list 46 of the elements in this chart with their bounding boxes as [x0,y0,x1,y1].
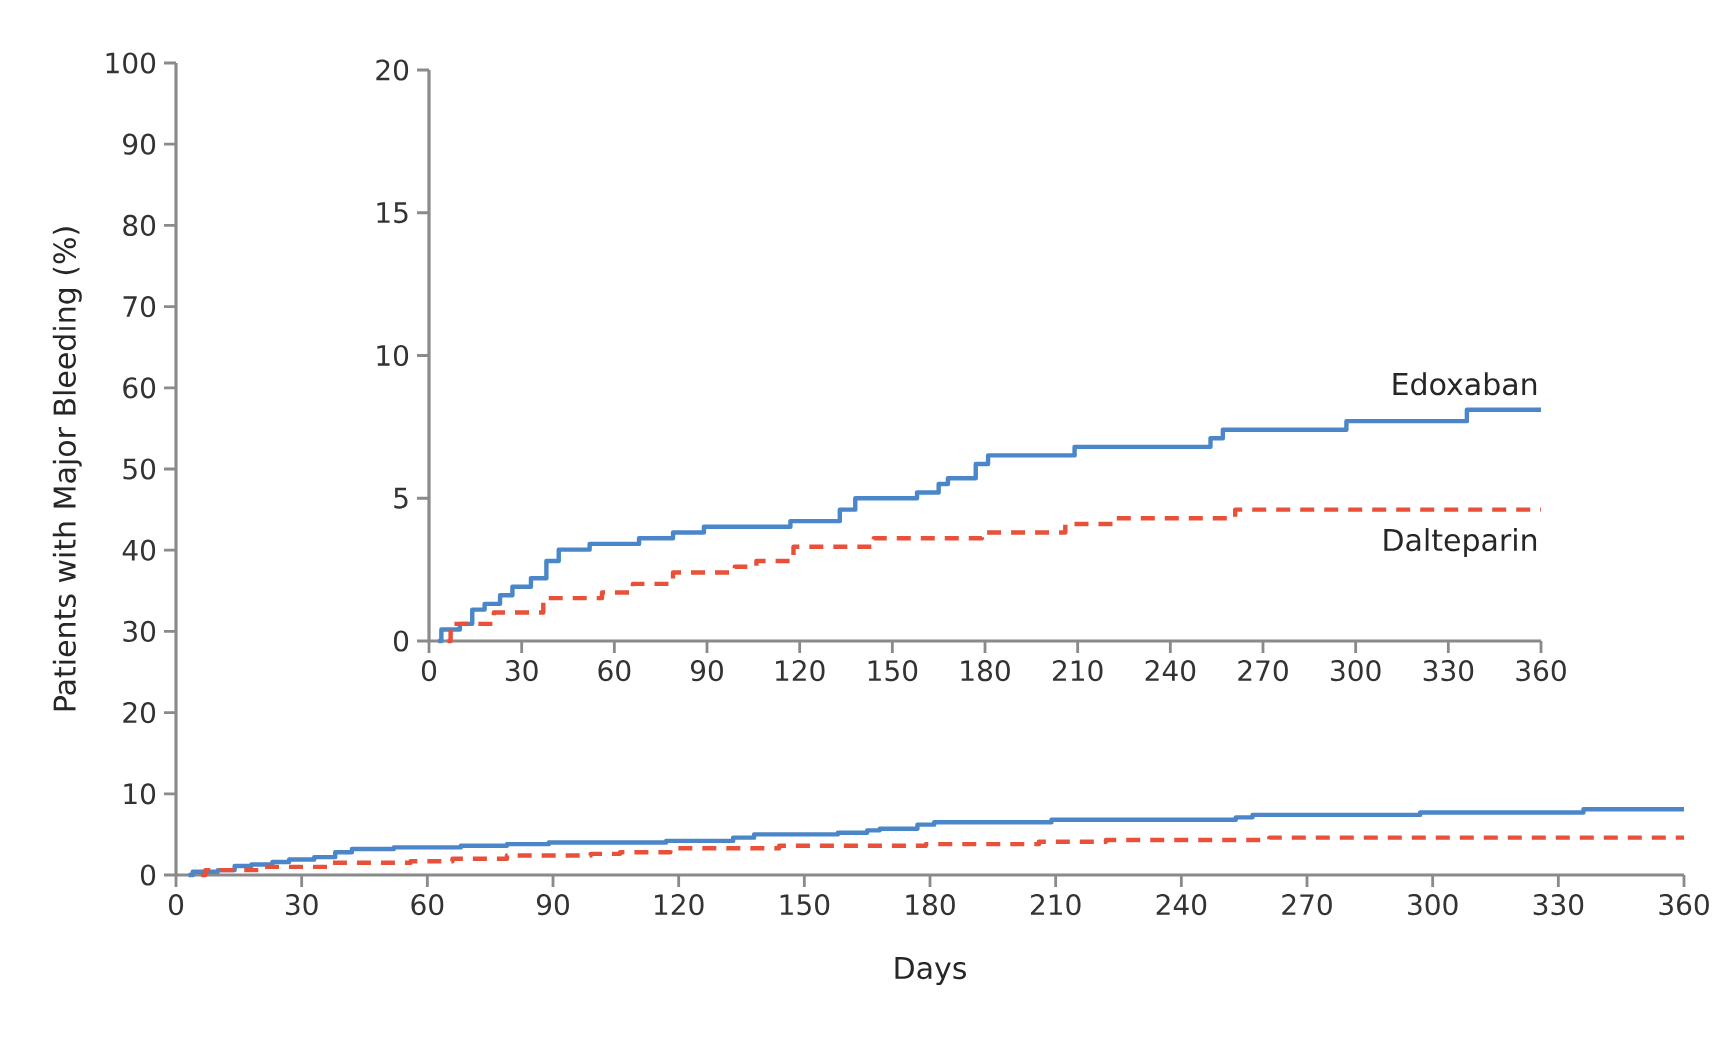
y-tick-label: 50 [123,458,156,480]
x-tick-label: 120 [776,660,825,682]
x-tick-label: 0 [168,894,184,916]
y-tick-label: 100 [106,52,156,74]
x-tick-label: 90 [536,894,569,916]
x-tick-label: 180 [961,660,1010,682]
series-label: Dalteparin [1384,528,1537,558]
x-tick-label: 30 [505,660,538,682]
x-tick-label: 30 [285,894,318,916]
x-tick-label: 300 [1408,894,1458,916]
y-tick-label: 70 [123,295,156,318]
x-tick-label: 240 [1145,660,1196,682]
x-tick-label: 360 [1659,894,1709,916]
x-tick-label: 150 [780,894,830,916]
y-tick-label: 30 [123,620,156,642]
x-tick-label: 330 [1533,894,1584,916]
x-tick-label: 360 [1516,660,1566,682]
y-tick-label: 90 [123,133,156,155]
x-tick-label: 180 [906,894,955,916]
y-tick-label: 10 [377,344,409,367]
y-tick-label: 10 [124,783,156,805]
x-tick-label: 210 [1030,894,1081,916]
x-tick-label: 120 [655,894,704,916]
x-tick-label: 300 [1331,660,1381,682]
x-tick-label: 60 [598,660,631,682]
y-tick-label: 15 [377,202,408,224]
y-tick-label: 0 [393,630,409,652]
y-axis-title: Patients with Major Bleeding (%) [52,227,82,711]
x-tick-label: 60 [411,894,444,916]
x-tick-label: 90 [690,660,723,682]
x-tick-label: 270 [1238,660,1288,682]
x-tick-label: 270 [1282,894,1332,916]
y-tick-label: 40 [122,539,156,561]
x-tick-label: 0 [421,660,437,682]
x-tick-label: 240 [1156,894,1207,916]
series-label: Edoxaban [1393,372,1537,396]
y-tick-label: 20 [376,59,409,81]
y-tick-label: 60 [123,377,156,399]
y-tick-label: 80 [123,214,156,236]
x-tick-label: 330 [1423,660,1474,682]
y-tick-label: 5 [394,487,408,509]
x-axis-title: Days [895,956,966,986]
x-tick-label: 150 [868,660,918,682]
y-tick-label: 0 [140,864,156,886]
y-tick-label: 20 [123,701,156,724]
x-tick-label: 210 [1052,660,1103,682]
